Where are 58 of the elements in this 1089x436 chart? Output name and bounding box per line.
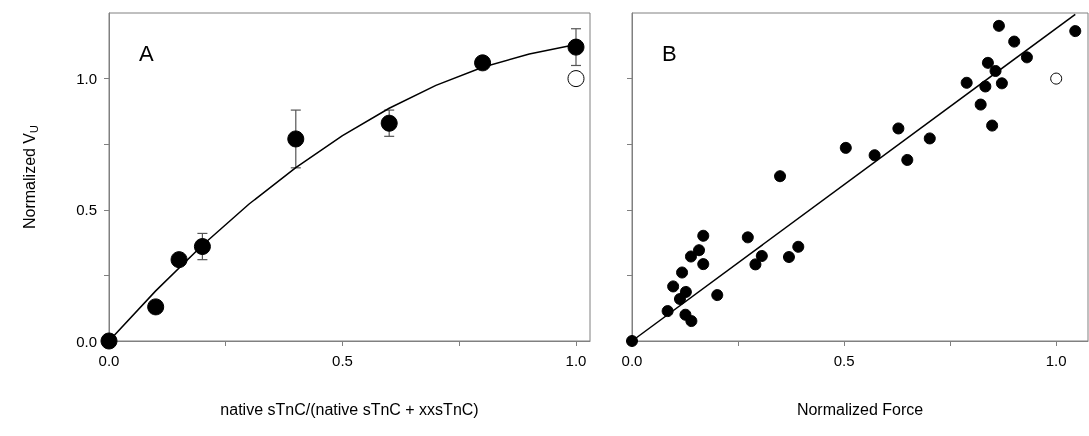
point	[960, 76, 973, 89]
point	[1008, 35, 1021, 48]
point	[974, 98, 987, 111]
point	[673, 293, 686, 306]
point	[170, 251, 188, 269]
point	[1050, 72, 1063, 85]
point	[684, 250, 697, 263]
point	[679, 285, 692, 298]
point	[979, 80, 992, 93]
x-tick-label: 0.0	[621, 352, 643, 369]
y-tick-label: 1.0	[76, 70, 97, 88]
y-axis-title: Normalized VU	[21, 124, 40, 229]
x-tick-label: 1.0	[565, 352, 587, 369]
point	[567, 70, 585, 88]
x-axis-title: Normalized Force	[796, 400, 924, 418]
point	[1020, 51, 1033, 64]
point	[986, 119, 999, 132]
y-tick-label: 0.5	[76, 201, 97, 219]
point	[380, 114, 398, 132]
point	[839, 141, 852, 154]
annotation: A	[139, 40, 154, 66]
point	[981, 56, 994, 69]
point	[749, 258, 762, 271]
point	[697, 258, 710, 271]
point	[567, 38, 585, 56]
y-tick-label: 0.0	[76, 332, 97, 350]
x-tick-label: 0.5	[332, 352, 353, 369]
point	[287, 130, 305, 148]
x-tick-label: 0.5	[833, 352, 855, 369]
point	[1069, 25, 1082, 38]
point	[923, 132, 936, 145]
point	[685, 315, 698, 328]
point	[992, 19, 1005, 32]
point	[774, 170, 787, 183]
point	[995, 77, 1008, 90]
x-axis-title: native sTnC/(native sTnC + xxsTnC)	[220, 400, 479, 418]
point	[474, 54, 492, 72]
x-tick-label: 0.0	[98, 352, 120, 369]
point	[676, 266, 689, 279]
point	[661, 305, 674, 318]
point	[792, 240, 805, 253]
point	[697, 229, 710, 242]
point	[741, 231, 754, 244]
point	[711, 289, 724, 302]
point	[100, 332, 118, 350]
point	[901, 153, 914, 166]
point	[755, 249, 768, 262]
point	[782, 251, 795, 264]
point	[193, 238, 211, 256]
x-tick-label: 1.0	[1045, 352, 1067, 369]
point	[989, 64, 1002, 77]
point	[868, 149, 881, 162]
point	[693, 244, 706, 257]
point	[667, 280, 680, 293]
point	[626, 335, 638, 347]
annotation: B	[662, 40, 677, 66]
point	[147, 298, 165, 316]
point	[892, 122, 905, 135]
